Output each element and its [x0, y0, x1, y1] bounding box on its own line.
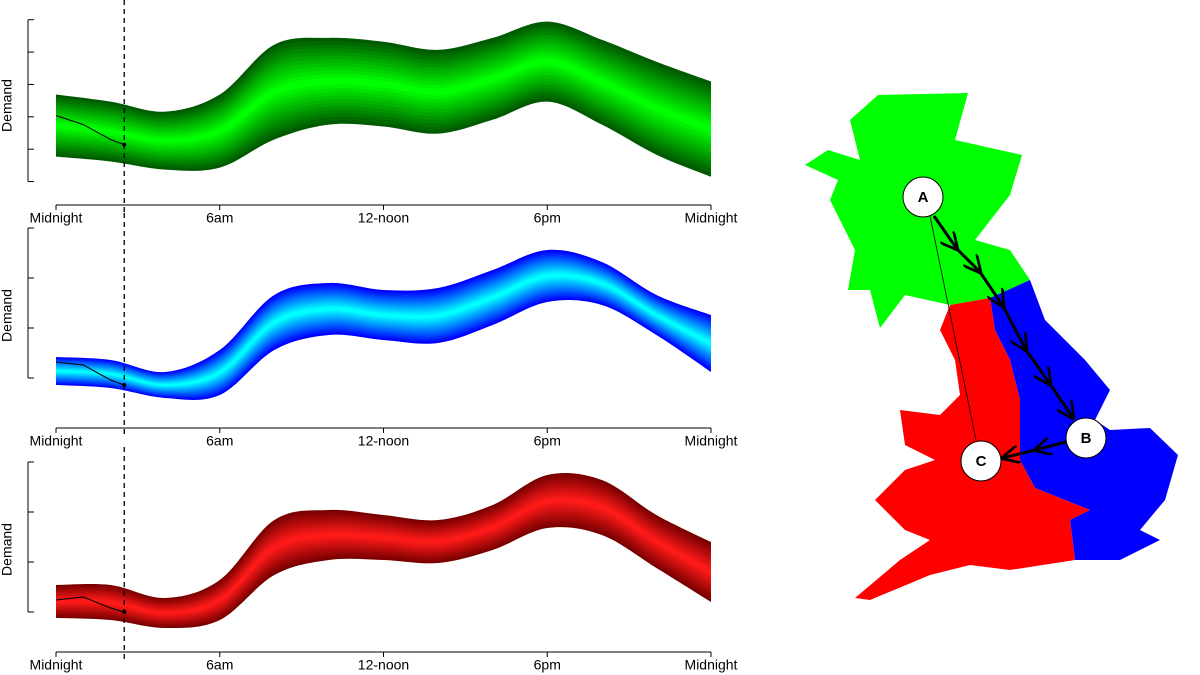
x-tick-label: 6pm [534, 210, 561, 226]
node-label: B [1081, 430, 1092, 447]
fan-chart: Demand Midnight 6am 12-noon 6pm Midnight [0, 213, 738, 449]
x-tick-label: Midnight [30, 433, 83, 449]
y-axis-label: Demand [0, 289, 15, 342]
node-label: A [918, 189, 929, 206]
node-label: C [976, 453, 987, 470]
x-tick-label: 6am [206, 433, 233, 449]
fan-shade [56, 58, 711, 144]
x-tick-label: 6pm [534, 433, 561, 449]
observed-line [55, 361, 125, 386]
x-tick-label: 12-noon [358, 657, 409, 673]
fan-shade [56, 54, 711, 146]
fan-shade [56, 51, 711, 148]
fan-chart: Demand Midnight 6am 12-noon 6pm Midnight [0, 447, 738, 673]
fan-shade [56, 482, 711, 624]
node-circle [1065, 417, 1107, 459]
x-tick-label: Midnight [30, 657, 83, 673]
node-circle [960, 440, 1002, 482]
x-tick-label: Midnight [30, 210, 83, 226]
x-tick-label: 12-noon [358, 210, 409, 226]
y-axis-label: Demand [0, 523, 15, 576]
x-tick-label: Midnight [685, 657, 738, 673]
x-tick-label: 6pm [534, 657, 561, 673]
flow-a-b [932, 215, 1073, 418]
map: A B C [805, 93, 1178, 600]
x-tick-label: 12-noon [358, 433, 409, 449]
observed-line [55, 115, 125, 146]
fan-shade [56, 262, 711, 392]
node: A [902, 176, 944, 218]
x-tick-label: Midnight [685, 433, 738, 449]
x-tick-label: 6am [206, 210, 233, 226]
x-tick-label: Midnight [685, 210, 738, 226]
x-tick-label: 6am [206, 657, 233, 673]
observed-line [55, 596, 125, 613]
node: C [960, 440, 1002, 482]
node-circle [902, 176, 944, 218]
fan-chart: Demand Midnight 6am 12-noon 6pm Midnight [0, 0, 738, 226]
y-axis-label: Demand [0, 79, 15, 132]
flow-b-c [1003, 442, 1067, 458]
node: B [1065, 417, 1107, 459]
